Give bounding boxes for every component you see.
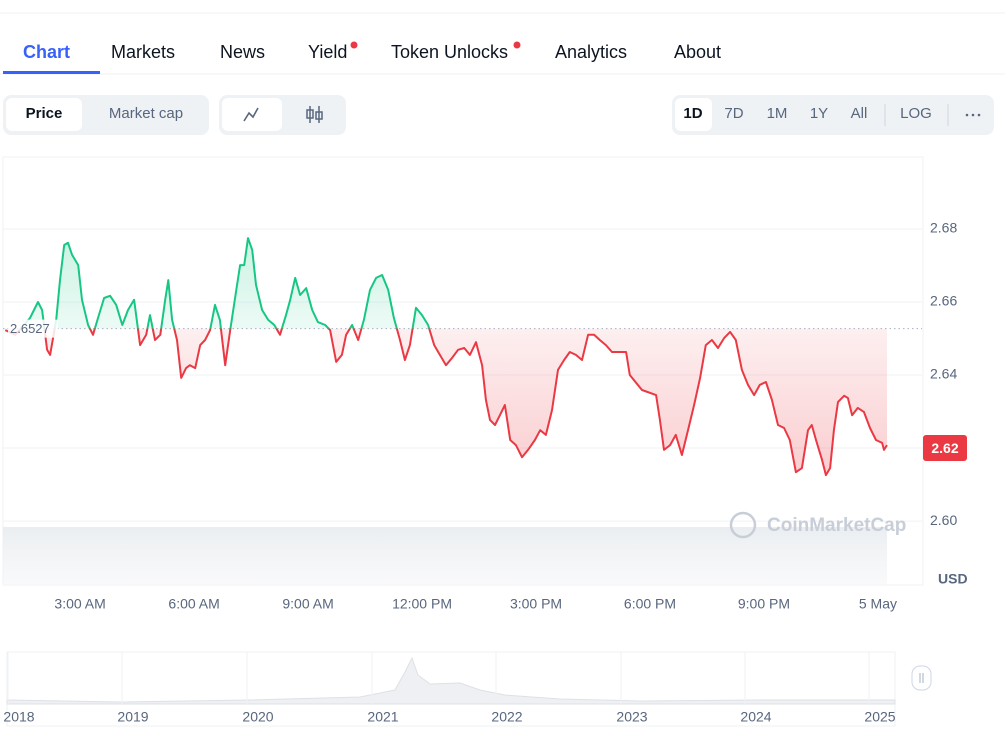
range-button[interactable]: All (851, 105, 868, 122)
volume-band (3, 527, 887, 585)
x-tick-label: 5 May (859, 596, 897, 612)
navigator-year: 2020 (242, 709, 273, 725)
watermark-logo (729, 511, 757, 539)
range-button[interactable]: 1M (767, 105, 788, 122)
navigator-year: 2019 (117, 709, 148, 725)
y-tick-label: 2.66 (930, 293, 957, 309)
active-tab-underline (3, 71, 100, 74)
active-toggle (6, 98, 82, 131)
y-tick-label: 2.68 (930, 220, 957, 236)
navigator-year: 2022 (491, 709, 522, 725)
range-toggle (672, 95, 994, 135)
price-line (4, 237, 888, 477)
range-button[interactable]: 1D (683, 105, 702, 122)
current-price-label: 2.62 (931, 440, 958, 456)
view-button[interactable]: Market cap (109, 105, 183, 122)
y-tick-label: 2.64 (930, 366, 957, 382)
more-button[interactable] (965, 113, 981, 117)
navigator-handle[interactable] (911, 665, 932, 691)
reference-label: 2.6527 (10, 321, 50, 336)
x-tick-label: 3:00 AM (54, 596, 105, 612)
navigator-year: 2025 (864, 709, 895, 725)
line-icon (243, 107, 259, 122)
active-range (675, 98, 712, 131)
range-button[interactable]: 1Y (810, 105, 828, 122)
nav-tab[interactable]: Token Unlocks (391, 42, 508, 62)
navigator-year: 2023 (616, 709, 647, 725)
current-price-tag (923, 435, 967, 462)
x-tick-label: 12:00 PM (392, 596, 452, 612)
nav-tab[interactable]: Analytics (555, 42, 627, 62)
reference-label-bg (8, 319, 58, 338)
navigator-year: 2018 (3, 709, 34, 725)
view-button[interactable]: Price (26, 105, 63, 122)
x-tick-label: 6:00 PM (624, 596, 676, 612)
y-tick-label: 2.60 (930, 512, 957, 528)
yield-dot (350, 41, 358, 49)
range-button[interactable]: LOG (900, 105, 932, 122)
nav-tab[interactable]: Yield (308, 42, 347, 62)
watermark: CoinMarketCap (767, 515, 906, 536)
navigator-year: 2024 (740, 709, 771, 725)
x-tick-label: 6:00 AM (168, 596, 219, 612)
unlocks-dot (513, 41, 521, 49)
navigator-frame (6, 651, 896, 727)
price-area (5, 238, 888, 476)
x-tick-label: 9:00 PM (738, 596, 790, 612)
nav-tab[interactable]: Markets (111, 42, 175, 62)
range-button[interactable]: 7D (724, 105, 743, 122)
x-tick-label: 3:00 PM (510, 596, 562, 612)
navigator-year: 2021 (367, 709, 398, 725)
x-tick-label: 9:00 AM (282, 596, 333, 612)
candle-icon[interactable] (306, 106, 323, 123)
navigator-history (6, 656, 896, 705)
y-unit: USD (938, 571, 968, 587)
nav-tab[interactable]: News (220, 42, 265, 62)
nav-tab[interactable]: Chart (23, 42, 70, 62)
nav-tab[interactable]: About (674, 42, 721, 62)
line-type-button[interactable] (222, 98, 282, 131)
